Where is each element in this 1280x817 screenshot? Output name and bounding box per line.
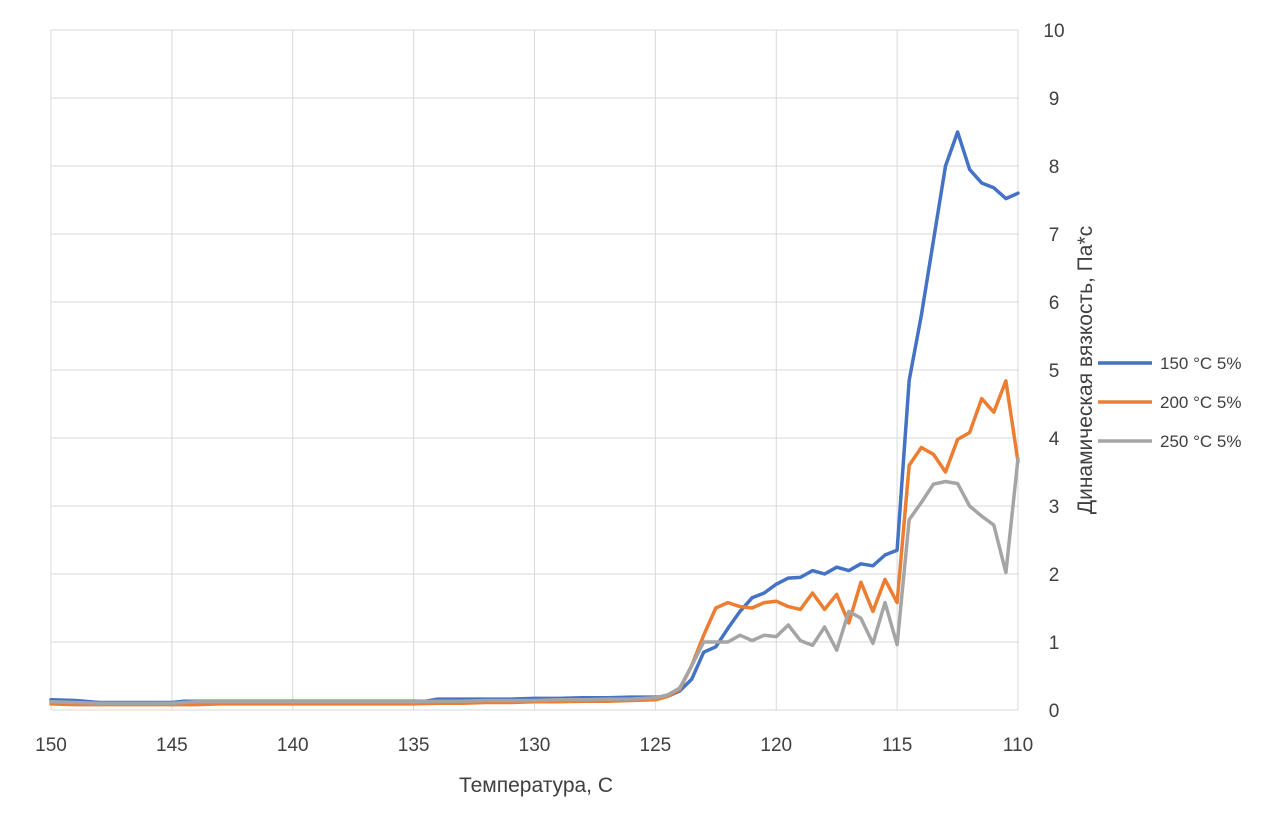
x-tick-label: 125	[640, 735, 672, 756]
x-tick-label: 150	[35, 735, 67, 756]
x-axis-title: Температура, С	[459, 774, 613, 797]
legend-label: 200 °C 5%	[1160, 393, 1241, 412]
x-tick-label: 130	[519, 735, 551, 756]
legend-label: 150 °C 5%	[1160, 354, 1241, 373]
series-line-3	[49, 456, 1020, 705]
x-axis-ticks: 150 145 140 135 130 125 120 115 110	[35, 735, 1033, 756]
x-tick-label: 145	[156, 735, 188, 756]
y-tick-label: 8	[1049, 157, 1060, 178]
series-lines	[49, 130, 1020, 707]
y-tick-label: 9	[1049, 89, 1060, 110]
y-axis-ticks: 0 1 2 3 4 5 6 7 8 9 10	[1043, 21, 1064, 722]
legend: 150 °C 5% 200 °C 5% 250 °C 5%	[1098, 354, 1241, 451]
x-tick-label: 120	[760, 735, 792, 756]
y-axis-title: Динамическая вязкость, Па*с	[1074, 226, 1097, 514]
y-tick-label: 5	[1049, 361, 1060, 382]
y-tick-label: 7	[1049, 225, 1060, 246]
y-tick-label: 3	[1049, 497, 1060, 518]
y-tick-label: 6	[1049, 293, 1060, 314]
y-tick-label: 0	[1049, 701, 1060, 722]
y-tick-label: 4	[1049, 429, 1060, 450]
x-tick-label: 135	[398, 735, 430, 756]
legend-label: 250 °C 5%	[1160, 432, 1241, 451]
y-tick-label: 10	[1043, 21, 1064, 42]
x-tick-label: 115	[882, 735, 912, 756]
y-tick-label: 2	[1049, 565, 1060, 586]
grid-lines	[50, 29, 1019, 711]
x-tick-label: 140	[277, 735, 309, 756]
x-tick-label: 110	[1003, 735, 1033, 756]
y-tick-label: 1	[1049, 633, 1060, 654]
